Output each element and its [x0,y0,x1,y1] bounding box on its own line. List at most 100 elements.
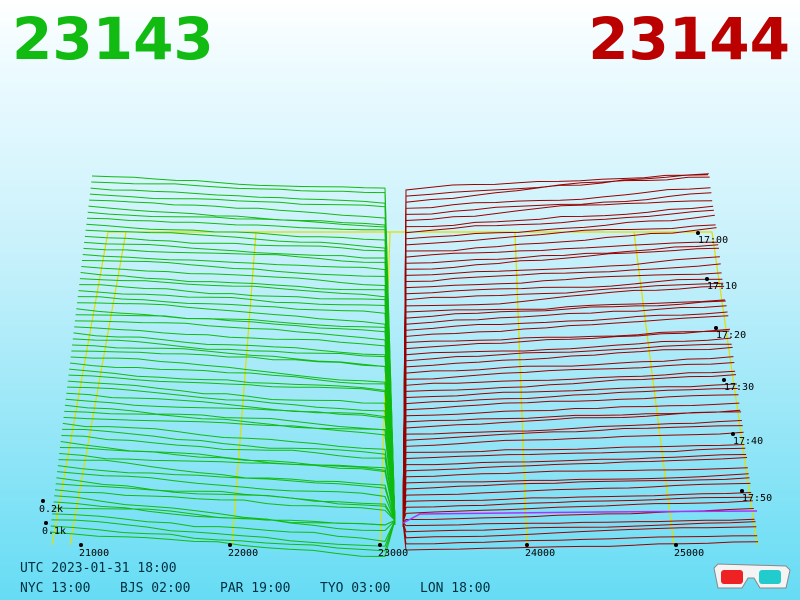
depth-tick-label: 0.1k [42,526,66,537]
ask-depth-line [402,192,712,527]
par-clock: PAR 19:00 [220,581,291,596]
time-tick-marker [705,277,709,281]
bid-depth-line [72,344,396,523]
ask-depth-line [402,500,753,523]
bid-depth-line [74,326,396,523]
bid-depth-line [80,272,396,524]
price-tick-marker [525,543,529,547]
ask-depth-line [402,205,714,527]
ask-depth-line [402,409,741,524]
bid-depth-line [67,380,396,523]
ask-depth-line [402,473,749,523]
bid-depth-line [53,501,396,526]
ask-depth-line [402,521,756,533]
bid-depth-line [51,519,396,547]
lon-clock: LON 18:00 [420,581,491,596]
bid-depth-line [82,259,396,524]
ask-depth-line [402,299,725,526]
nyc-clock: NYC 13:00 [20,581,91,596]
bid-depth-line [75,314,396,524]
bid-depth-line [85,229,396,525]
bid-depth-line [62,428,396,522]
bid-depth-line [68,374,396,523]
bid-depth-line [61,434,396,522]
time-tick-label: 17:30 [724,382,754,393]
utc-clock: UTC 2023-01-31 18:00 [20,561,177,576]
price-tick-label: 23000 [378,548,408,559]
time-tick-label: 17:50 [742,493,772,504]
time-tick-label: 17:20 [716,330,746,341]
ask-depth-line [402,173,709,527]
ask-depth-line [402,263,721,526]
3d-glasses-icon[interactable] [712,558,792,592]
grid-line [69,231,127,546]
depth-tick-marker [44,521,48,525]
bid-depth-line [70,356,396,523]
time-tick-label: 17:00 [698,235,728,246]
time-tick-marker [714,326,718,330]
price-tick-marker [378,543,382,547]
ask-depth-line [402,496,753,523]
ask-depth-line [402,522,758,545]
time-tick-marker [740,489,744,493]
ask-depth-line [402,227,717,527]
bjs-clock: BJS 02:00 [120,581,191,596]
ask-depth-line [402,315,729,525]
bid-depth-line [66,392,396,522]
depth-tick-marker [41,499,45,503]
ask-depth-line [402,457,748,524]
bid-depth-line [69,362,396,523]
ask-depth-line [402,394,739,524]
ask-depth-line [402,454,747,524]
grid-line [231,231,257,546]
ask-depth-line [402,346,733,525]
ask-depth-line [402,285,725,526]
bid-depth-line [59,453,396,522]
ask-depth-line [402,300,726,526]
ask-depth-line [402,187,711,527]
bid-depth-line [78,290,396,524]
ask-depth-line [402,492,752,523]
bid-depth-line [73,332,396,523]
bid-depth-line [69,368,396,523]
ask-depth-line [402,370,736,525]
price-tick-label: 21000 [79,548,109,559]
grid-line [633,231,675,546]
bid-depth-line [81,266,396,524]
bid-depth-line [58,459,396,522]
ask-price: 23144 [588,5,790,73]
bid-depth-line [54,495,396,532]
ask-depth-line [402,425,743,524]
bid-depth-line [79,278,396,524]
price-tick-marker [674,543,678,547]
ask-depth-line [402,431,744,524]
ask-depth-line [402,482,751,523]
bid-depth-line [64,410,396,522]
bid-depth-line [89,193,396,525]
price-tick-marker [79,543,83,547]
price-tick-label: 24000 [525,548,555,559]
ask-depth-line [402,174,709,528]
ask-depth-line [402,337,731,525]
ask-depth-line [402,278,723,526]
ask-depth-line [402,522,757,539]
bid-depth-line [89,199,396,525]
bid-depth-line [84,235,396,525]
ask-depth-line [402,467,748,524]
ask-depth-line [402,311,728,526]
ask-depth-line [402,256,720,526]
tyo-clock: TYO 03:00 [320,581,391,596]
bid-depth-line [62,422,396,522]
latest-ask-line [402,510,758,524]
bid-depth-line [54,489,396,521]
bid-depth-line [88,205,396,525]
ask-depth-line [402,200,713,527]
bid-depth-line [83,247,396,525]
bid-depth-line [74,320,396,523]
ask-depth-line [402,402,740,524]
time-tick-marker [722,378,726,382]
bid-depth-line [67,386,396,523]
ask-depth-line [402,420,742,524]
ask-depth-line [402,447,746,524]
